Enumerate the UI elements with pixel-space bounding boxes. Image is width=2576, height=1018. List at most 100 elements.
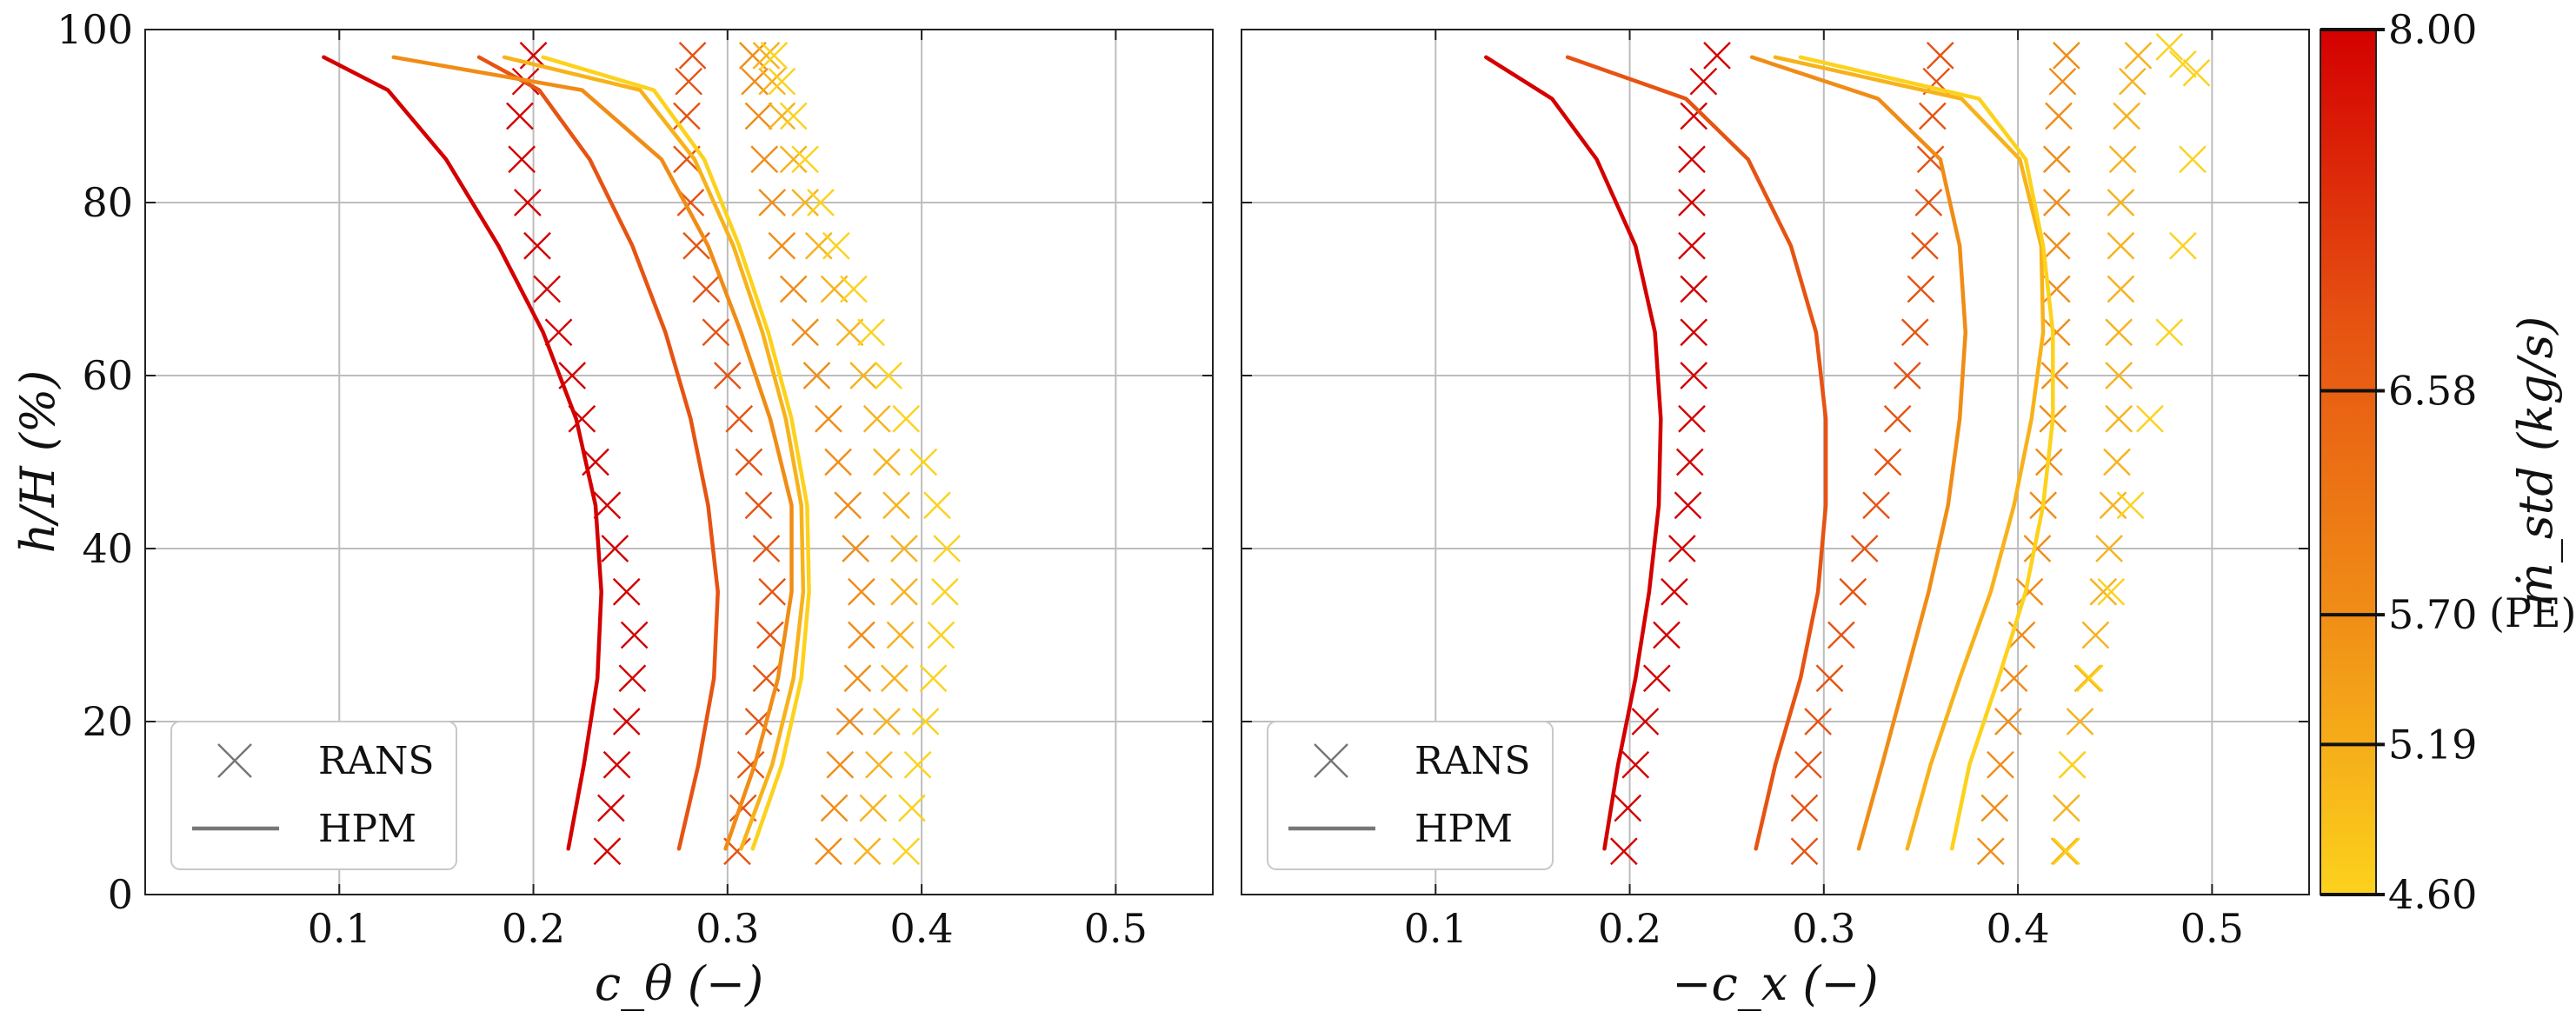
left-series-3 bbox=[502, 42, 918, 866]
right-legend-hpm-label: HPM bbox=[1414, 807, 1513, 851]
left-rans-marker bbox=[513, 189, 542, 216]
right-rans-marker bbox=[2023, 535, 2052, 562]
right-rans-marker bbox=[1678, 189, 1706, 216]
colorbar-title: ṁ_std (kg/s) bbox=[2508, 316, 2563, 608]
left-rans-marker bbox=[815, 404, 842, 433]
right-xtick-label: 0.3 bbox=[1792, 905, 1855, 952]
left-rans-marker bbox=[702, 318, 730, 347]
colorbar: 8.00 6.58 5.70 (PE) 5.19 4.60 ṁ_std (kg/s) bbox=[2320, 6, 2576, 918]
left-rans-marker bbox=[779, 102, 808, 130]
left-xtick-label: 0.1 bbox=[308, 905, 371, 952]
colorbar-tick-label: 8.00 bbox=[2388, 6, 2477, 53]
right-legend-rans-marker bbox=[1314, 743, 1348, 778]
left-data-layer bbox=[322, 42, 961, 866]
right-rans-marker bbox=[2048, 67, 2077, 96]
left-rans-marker bbox=[738, 42, 767, 70]
right-rans-marker bbox=[1609, 837, 1638, 866]
left-rans-marker bbox=[533, 275, 562, 303]
left-rans-marker bbox=[768, 231, 796, 260]
left-axes-frame bbox=[144, 29, 1214, 895]
left-rans-marker bbox=[768, 67, 796, 96]
left-rans-marker bbox=[903, 750, 932, 779]
right-rans-marker bbox=[2042, 145, 2071, 174]
right-rans-marker bbox=[2053, 837, 2080, 866]
left-rans-marker bbox=[752, 42, 781, 70]
right-rans-marker bbox=[1862, 491, 1890, 520]
right-rans-marker bbox=[1703, 42, 1731, 70]
right-rans-marker bbox=[2081, 621, 2110, 649]
right-legend-box bbox=[1267, 721, 1554, 870]
left-rans-marker bbox=[760, 42, 789, 70]
right-rans-marker bbox=[2124, 42, 2153, 70]
right-rans-marker bbox=[1631, 708, 1660, 735]
left-rans-marker bbox=[898, 794, 926, 822]
left-rans-marker bbox=[597, 794, 625, 822]
right-rans-marker bbox=[2155, 318, 2184, 347]
left-rans-marker bbox=[744, 102, 773, 130]
left-rans-marker bbox=[713, 362, 742, 389]
right-rans-marker bbox=[1680, 318, 1708, 347]
right-rans-marker bbox=[1916, 145, 1945, 174]
left-rans-marker bbox=[834, 491, 862, 520]
left-rans-marker bbox=[848, 621, 875, 649]
left-series-2 bbox=[391, 42, 875, 866]
right-rans-marker bbox=[2015, 577, 2044, 606]
left-rans-marker bbox=[873, 448, 901, 476]
left-rans-marker bbox=[909, 448, 938, 476]
left-xtick-label: 0.3 bbox=[696, 905, 759, 952]
right-rans-marker bbox=[1883, 404, 1912, 433]
left-rans-marker bbox=[768, 102, 796, 130]
right-xtick-label: 0.1 bbox=[1404, 905, 1468, 952]
right-rans-marker bbox=[1987, 750, 2014, 779]
left-rans-marker bbox=[544, 318, 573, 347]
left-rans-marker bbox=[835, 708, 864, 735]
right-rans-marker bbox=[1980, 794, 2009, 822]
right-rans-marker bbox=[2058, 750, 2087, 779]
right-hpm-line bbox=[1798, 55, 2055, 851]
right-xtick-label: 0.4 bbox=[1987, 905, 2050, 952]
right-rans-marker bbox=[2116, 491, 2145, 520]
left-rans-marker bbox=[791, 145, 819, 174]
left-rans-marker bbox=[840, 275, 868, 303]
right-rans-marker bbox=[1642, 664, 1671, 693]
left-hpm-line bbox=[541, 55, 811, 851]
left-rans-marker bbox=[779, 145, 808, 174]
right-rans-marker bbox=[1678, 145, 1706, 174]
colorbar-ticks: 8.00 6.58 5.70 (PE) 5.19 4.60 bbox=[2320, 6, 2576, 918]
right-rans-marker bbox=[2042, 231, 2071, 260]
right-legend-rans-label: RANS bbox=[1414, 739, 1531, 783]
left-legend-rans-label: RANS bbox=[318, 739, 435, 783]
left-rans-marker bbox=[875, 362, 902, 389]
left-rans-marker bbox=[842, 535, 870, 562]
left-rans-marker bbox=[593, 837, 622, 866]
right-rans-marker bbox=[2045, 102, 2073, 130]
left-hpm-line bbox=[502, 55, 806, 851]
left-rans-marker bbox=[791, 189, 819, 216]
left-rans-marker bbox=[601, 535, 629, 562]
right-rans-marker bbox=[2000, 664, 2028, 693]
left-rans-marker bbox=[618, 664, 647, 693]
right-rans-marker bbox=[1674, 491, 1702, 520]
right-data-layer bbox=[1484, 33, 2211, 866]
left-ytick-label: 0 bbox=[108, 871, 133, 918]
right-rans-marker bbox=[2089, 577, 2118, 606]
right-rans-marker bbox=[2075, 664, 2104, 693]
left-rans-marker bbox=[911, 708, 940, 735]
right-rans-marker bbox=[2103, 448, 2131, 476]
right-xtick-label: 0.5 bbox=[2180, 905, 2244, 952]
colorbar-tick-label: 5.19 bbox=[2388, 721, 2477, 768]
right-rans-marker bbox=[1689, 67, 1718, 96]
right-hpm-line bbox=[1749, 55, 1968, 851]
left-ytick-label: 100 bbox=[57, 6, 133, 53]
right-rans-marker bbox=[1614, 794, 1642, 822]
left-legend-hpm-label: HPM bbox=[318, 807, 416, 851]
left-rans-marker bbox=[882, 491, 910, 520]
left-hpm-line bbox=[391, 55, 794, 851]
right-rans-marker bbox=[1914, 189, 1943, 216]
left-rans-marker bbox=[933, 535, 961, 562]
left-rans-marker bbox=[750, 145, 779, 174]
left-rans-marker bbox=[820, 794, 849, 822]
colorbar-tick-label: 4.60 bbox=[2388, 871, 2477, 918]
left-xtick-label: 0.2 bbox=[502, 905, 565, 952]
